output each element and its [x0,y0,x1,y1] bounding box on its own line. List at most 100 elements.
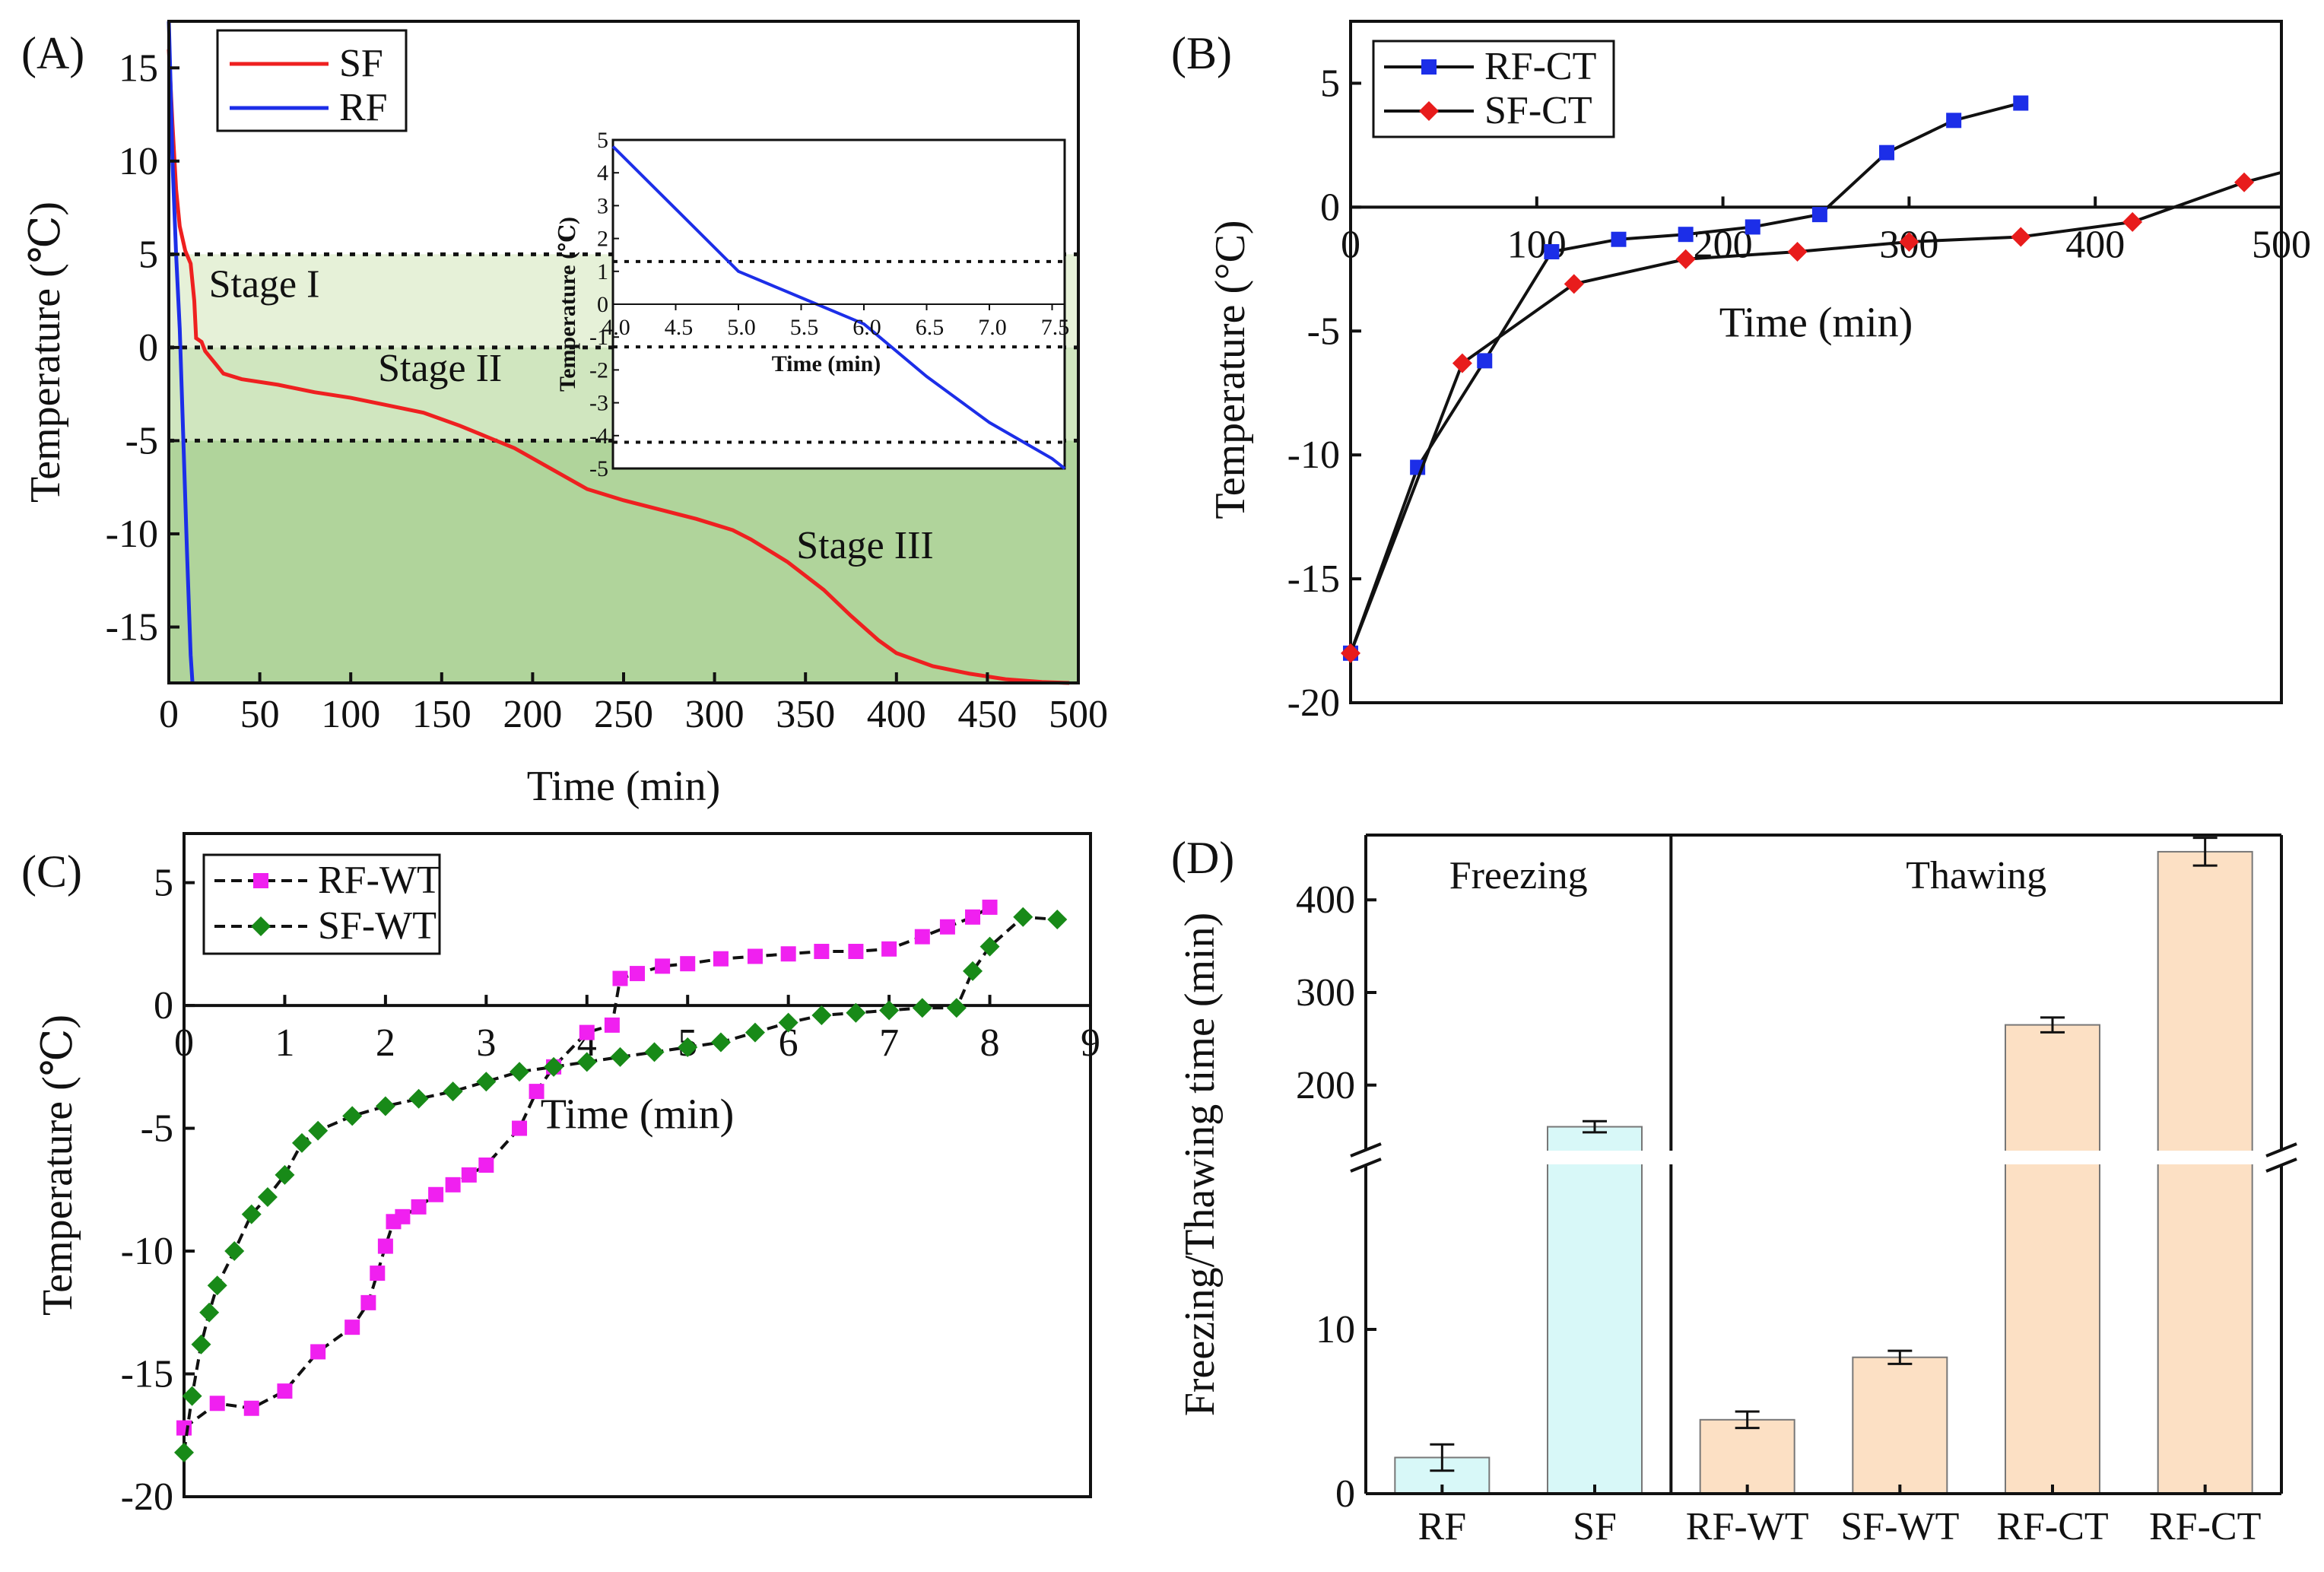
panel-label: (C) [21,846,82,897]
panel-label: (A) [21,28,84,78]
inset-x-axis-title: Time (min) [772,351,881,376]
point-sf-wt [710,1032,731,1053]
point-sf-wt [510,1062,530,1082]
y-tick-label: 0 [154,984,173,1027]
legend-label-sf-ct: SF-CT [1484,89,1592,132]
inset-series-line-rf [611,145,1066,470]
x-tick-label: RF-WT [1686,1505,1809,1548]
x-tick-label: 250 [594,693,653,736]
x-tick-label: 400 [867,693,926,736]
point-rf-wt [277,1383,293,1399]
point-rf-wt [243,1400,259,1416]
point-sf-wt [912,998,932,1018]
point-rf-wt [747,948,763,964]
legend-label-rf-ct: RF-CT [1484,45,1596,88]
plot-frame [183,832,1092,1498]
inset-y-tick-label: 0 [597,292,608,317]
x-tick-label: 3 [476,1021,496,1065]
point-rf-ct [1811,207,1827,223]
y-tick-label: 0 [1320,186,1340,229]
inset-x-tick-label: 7.5 [1041,315,1070,340]
point-sf-wt [443,1081,463,1102]
legend-box [202,853,441,955]
point-sf-wt [291,1132,312,1153]
point-rf-ct [1611,231,1627,247]
point-rf-wt [579,1024,595,1040]
point-rf-wt [176,1420,192,1436]
legend-label-sf: SF [339,42,383,85]
point-sf-wt [375,1096,395,1116]
legend-marker-sf-wt [251,916,271,936]
x-tick-label: 150 [412,693,471,736]
legend-label-rf-wt: RF-WT [318,859,441,902]
point-sf-wt [544,1056,564,1077]
plot-frame [1349,20,2283,704]
y-tick-label: -5 [1307,310,1340,353]
point-rf-ct [1544,244,1560,260]
legend-box [216,29,408,132]
point-sf-wt [946,998,967,1018]
y-tick-label: 15 [119,46,158,90]
point-rf-ct [1879,144,1895,160]
stage-label-2: Stage II [378,347,502,390]
point-sf-wt [275,1164,295,1185]
point-rf-wt [814,944,830,960]
y-tick-label: 5 [1320,62,1340,105]
y-tick-label: -5 [125,419,158,462]
x-tick-label: 0 [1341,223,1360,266]
inset-y-tick-label: -1 [589,325,608,350]
point-rf-ct [2013,95,2029,111]
axis-break-gap [1367,1151,2280,1164]
point-sf-wt [678,1037,698,1057]
point-sf-wt [1047,910,1068,930]
point-rf-wt [377,1238,393,1254]
point-sf-ct [1899,231,1919,252]
point-sf-wt [979,936,1000,957]
point-sf-wt [610,1046,630,1067]
axis-break-mark [1350,1142,1382,1158]
point-sf-wt [257,1186,278,1207]
point-sf-wt [308,1120,329,1141]
point-rf-wt [529,1084,544,1100]
inset-y-tick-label: 5 [597,128,608,153]
point-rf-wt [370,1266,386,1281]
point-rf-wt [630,966,645,982]
series-line-sf-ct [1349,170,2282,654]
bar-2 [1547,1126,1643,1494]
point-rf-wt [939,919,955,935]
stage-label-3: Stage III [796,524,933,567]
x-tick-label: 500 [2252,223,2311,266]
series-line-sf [167,49,1070,685]
point-sf-ct [1341,643,1360,663]
point-rf-wt [209,1396,225,1412]
y-tick-label: 0 [1335,1472,1355,1516]
y-axis-title: Temperature (°C) [1207,220,1254,519]
series-line-rf-ct [1349,101,2021,654]
inset-x-tick-label: 4.0 [602,315,630,340]
y-tick-label: 400 [1296,878,1355,922]
point-rf-ct [1477,353,1493,369]
series-line-rf [167,21,195,684]
x-tick-label: RF-CT [2149,1505,2261,1548]
legend-marker-rf-ct [1421,59,1437,75]
y-tick-label: 0 [138,326,158,370]
x-tick-label: 0 [159,693,179,736]
point-rf-wt [965,909,981,925]
y-tick-label: -10 [106,513,158,556]
point-sf-wt [191,1334,211,1354]
point-sf-wt [963,961,983,981]
axis-break-mark [2265,1158,2297,1173]
panel-label: (D) [1171,833,1234,883]
point-rf-wt [848,944,864,960]
point-rf-wt [360,1294,376,1310]
point-rf-wt [478,1158,494,1173]
y-tick-label: -5 [141,1107,173,1151]
point-rf-wt [461,1167,477,1183]
point-sf-wt [644,1042,665,1062]
y-tick-label: 5 [154,862,173,905]
inset-y-axis-title: Temperature (℃) [555,217,580,392]
